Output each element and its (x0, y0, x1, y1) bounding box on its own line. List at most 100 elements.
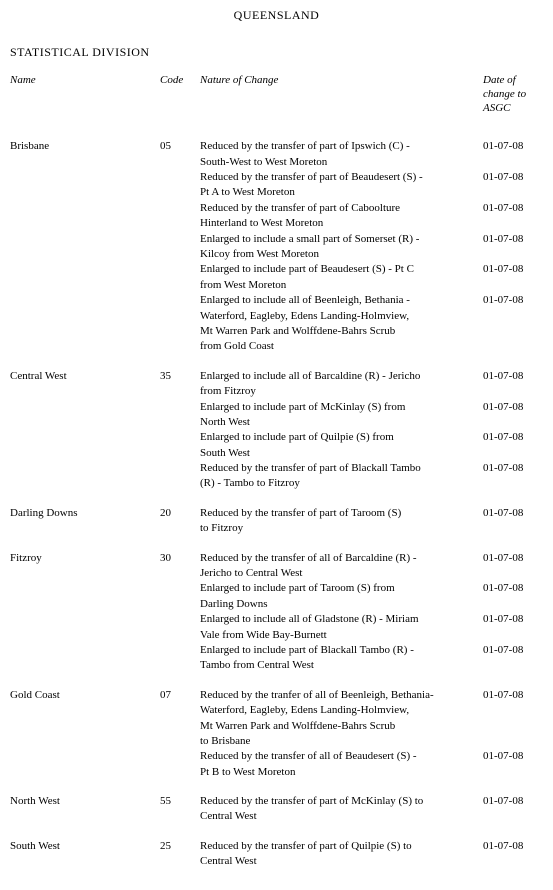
change-line: Reduced by the transfer of part of Beaud… (200, 170, 473, 185)
cell-division-name (10, 262, 160, 293)
col-header-date: Date of change to ASGC (481, 74, 543, 125)
cell-division-code: 35 (160, 355, 200, 400)
table-row: Gold Coast07Reduced by the tranfer of al… (10, 674, 543, 750)
cell-division-name (10, 293, 160, 355)
change-line: Reduced by the transfer of part of Caboo… (200, 201, 473, 216)
cell-division-code (160, 612, 200, 643)
change-line: Mt Warren Park and Wolffdene-Bahrs Scrub (200, 324, 473, 339)
change-line: Darling Downs (200, 597, 473, 612)
change-line: Waterford, Eagleby, Edens Landing-Holmvi… (200, 703, 473, 718)
cell-date: 01-07-08 (481, 780, 543, 825)
cell-nature-of-change: Enlarged to include all of Barcaldine (R… (200, 355, 481, 400)
cell-division-code: 25 (160, 825, 200, 870)
table-row: Fitzroy30Reduced by the transfer of all … (10, 537, 543, 582)
cell-date: 01-07-08 (481, 461, 543, 492)
col-header-code: Code (160, 74, 200, 125)
table-row: Enlarged to include all of Beenleigh, Be… (10, 293, 543, 355)
table-row: Darling Downs20Reduced by the transfer o… (10, 492, 543, 537)
cell-date: 01-07-08 (481, 825, 543, 870)
cell-nature-of-change: Reduced by the transfer of part of Ipswi… (200, 125, 481, 170)
cell-nature-of-change: Enlarged to include part of Blackall Tam… (200, 643, 481, 674)
change-line: Enlarged to include part of Beaudesert (… (200, 262, 473, 277)
cell-division-name (10, 643, 160, 674)
cell-date: 01-07-08 (481, 201, 543, 232)
cell-date: 01-07-08 (481, 355, 543, 400)
change-line: Enlarged to include all of Beenleigh, Be… (200, 293, 473, 308)
cell-nature-of-change: Enlarged to include all of Gladstone (R)… (200, 612, 481, 643)
cell-division-code: 55 (160, 780, 200, 825)
change-line: Reduced by the transfer of part of Quilp… (200, 839, 473, 854)
cell-date: 01-07-08 (481, 537, 543, 582)
statistical-division-table: Name Code Nature of Change Date of chang… (10, 74, 543, 870)
table-row: Enlarged to include part of Quilpie (S) … (10, 430, 543, 461)
cell-division-name (10, 170, 160, 201)
table-row: Reduced by the transfer of part of Caboo… (10, 201, 543, 232)
cell-division-code (160, 643, 200, 674)
cell-division-code (160, 400, 200, 431)
change-line: Central West (200, 809, 473, 824)
table-row: Enlarged to include part of McKinlay (S)… (10, 400, 543, 431)
cell-nature-of-change: Reduced by the transfer of part of Taroo… (200, 492, 481, 537)
cell-nature-of-change: Reduced by the transfer of all of Barcal… (200, 537, 481, 582)
cell-division-code: 05 (160, 125, 200, 170)
cell-division-code (160, 749, 200, 780)
cell-division-code (160, 262, 200, 293)
change-line: Reduced by the transfer of all of Barcal… (200, 551, 473, 566)
cell-division-code (160, 461, 200, 492)
change-line: Enlarged to include part of Blackall Tam… (200, 643, 473, 658)
cell-division-name: North West (10, 780, 160, 825)
table-row: Enlarged to include a small part of Some… (10, 232, 543, 263)
table-header-row: Name Code Nature of Change Date of chang… (10, 74, 543, 125)
cell-date: 01-07-08 (481, 400, 543, 431)
cell-nature-of-change: Reduced by the transfer of all of Beaude… (200, 749, 481, 780)
cell-division-name (10, 430, 160, 461)
table-row: Reduced by the transfer of part of Black… (10, 461, 543, 492)
change-line: South-West to West Moreton (200, 155, 473, 170)
change-line: (R) - Tambo to Fitzroy (200, 476, 473, 491)
cell-division-name (10, 400, 160, 431)
cell-division-name: South West (10, 825, 160, 870)
change-line: Jericho to Central West (200, 566, 473, 581)
change-line: Pt B to West Moreton (200, 765, 473, 780)
cell-nature-of-change: Enlarged to include all of Beenleigh, Be… (200, 293, 481, 355)
change-line: Enlarged to include part of Taroom (S) f… (200, 581, 473, 596)
cell-nature-of-change: Enlarged to include part of Quilpie (S) … (200, 430, 481, 461)
cell-date: 01-07-08 (481, 262, 543, 293)
change-line: Enlarged to include part of McKinlay (S)… (200, 400, 473, 415)
cell-division-name (10, 749, 160, 780)
table-row: North West55Reduced by the transfer of p… (10, 780, 543, 825)
cell-nature-of-change: Reduced by the transfer of part of Black… (200, 461, 481, 492)
cell-nature-of-change: Enlarged to include part of Taroom (S) f… (200, 581, 481, 612)
table-row: Central West35Enlarged to include all of… (10, 355, 543, 400)
table-row: Enlarged to include part of Taroom (S) f… (10, 581, 543, 612)
change-line: North West (200, 415, 473, 430)
page-title: QUEENSLAND (10, 8, 543, 23)
cell-nature-of-change: Reduced by the transfer of part of Caboo… (200, 201, 481, 232)
table-row: Brisbane05Reduced by the transfer of par… (10, 125, 543, 170)
change-line: Reduced by the transfer of part of Ipswi… (200, 139, 473, 154)
table-row: South West25Reduced by the transfer of p… (10, 825, 543, 870)
section-heading: STATISTICAL DIVISION (10, 45, 543, 60)
change-line: Reduced by the tranfer of all of Beenlei… (200, 688, 473, 703)
change-line: Enlarged to include all of Gladstone (R)… (200, 612, 473, 627)
cell-nature-of-change: Enlarged to include a small part of Some… (200, 232, 481, 263)
cell-date: 01-07-08 (481, 125, 543, 170)
change-line: to Brisbane (200, 734, 473, 749)
change-line: from Gold Coast (200, 339, 473, 354)
cell-date: 01-07-08 (481, 749, 543, 780)
change-line: Mt Warren Park and Wolffdene-Bahrs Scrub (200, 719, 473, 734)
cell-division-code (160, 430, 200, 461)
change-line: Waterford, Eagleby, Edens Landing-Holmvi… (200, 309, 473, 324)
cell-date: 01-07-08 (481, 581, 543, 612)
cell-date: 01-07-08 (481, 170, 543, 201)
cell-date: 01-07-08 (481, 232, 543, 263)
table-row: Enlarged to include part of Beaudesert (… (10, 262, 543, 293)
cell-division-code: 30 (160, 537, 200, 582)
change-line: Enlarged to include part of Quilpie (S) … (200, 430, 473, 445)
cell-division-name (10, 232, 160, 263)
cell-division-name: Central West (10, 355, 160, 400)
change-line: to Fitzroy (200, 521, 473, 536)
cell-date: 01-07-08 (481, 293, 543, 355)
cell-date: 01-07-08 (481, 674, 543, 750)
cell-division-name (10, 612, 160, 643)
